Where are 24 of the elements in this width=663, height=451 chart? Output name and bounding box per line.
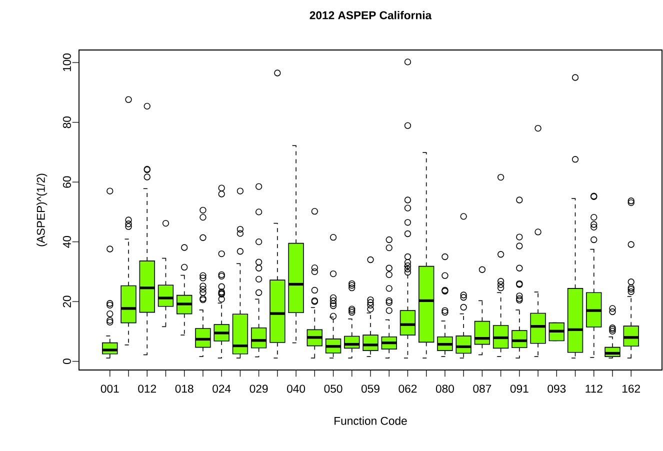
x-tick-label: 091	[510, 384, 528, 393]
x-tick-label: 024	[212, 384, 231, 393]
x-tick-label: 040	[287, 384, 306, 393]
x-tick-label: 080	[436, 384, 454, 393]
chart-title: 2012 ASPEP California	[310, 10, 432, 20]
x-tick-label: 093	[548, 384, 566, 393]
y-tick-label: 60	[62, 176, 71, 188]
y-tick-label: 20	[62, 296, 71, 308]
y-tick-label: 40	[62, 236, 71, 248]
x-tick-label: 162	[622, 384, 640, 393]
x-tick-label: 087	[473, 384, 492, 393]
y-axis-title: (ASPEP)^(1/2)	[36, 174, 48, 246]
x-tick-label: 050	[324, 384, 342, 393]
y-tick-label: 80	[62, 116, 71, 128]
y-tick-label: 0	[62, 358, 71, 364]
x-tick-label: 012	[138, 384, 156, 393]
x-tick-label: 029	[250, 384, 268, 393]
x-tick-label: 112	[586, 384, 602, 393]
x-axis-title: Function Code	[334, 416, 407, 425]
x-tick-label: 001	[100, 384, 119, 393]
x-tick-label: 059	[361, 384, 380, 393]
x-tick-label: 018	[175, 384, 194, 393]
x-tick-label: 062	[398, 384, 417, 393]
y-tick-label: 100	[62, 54, 71, 72]
